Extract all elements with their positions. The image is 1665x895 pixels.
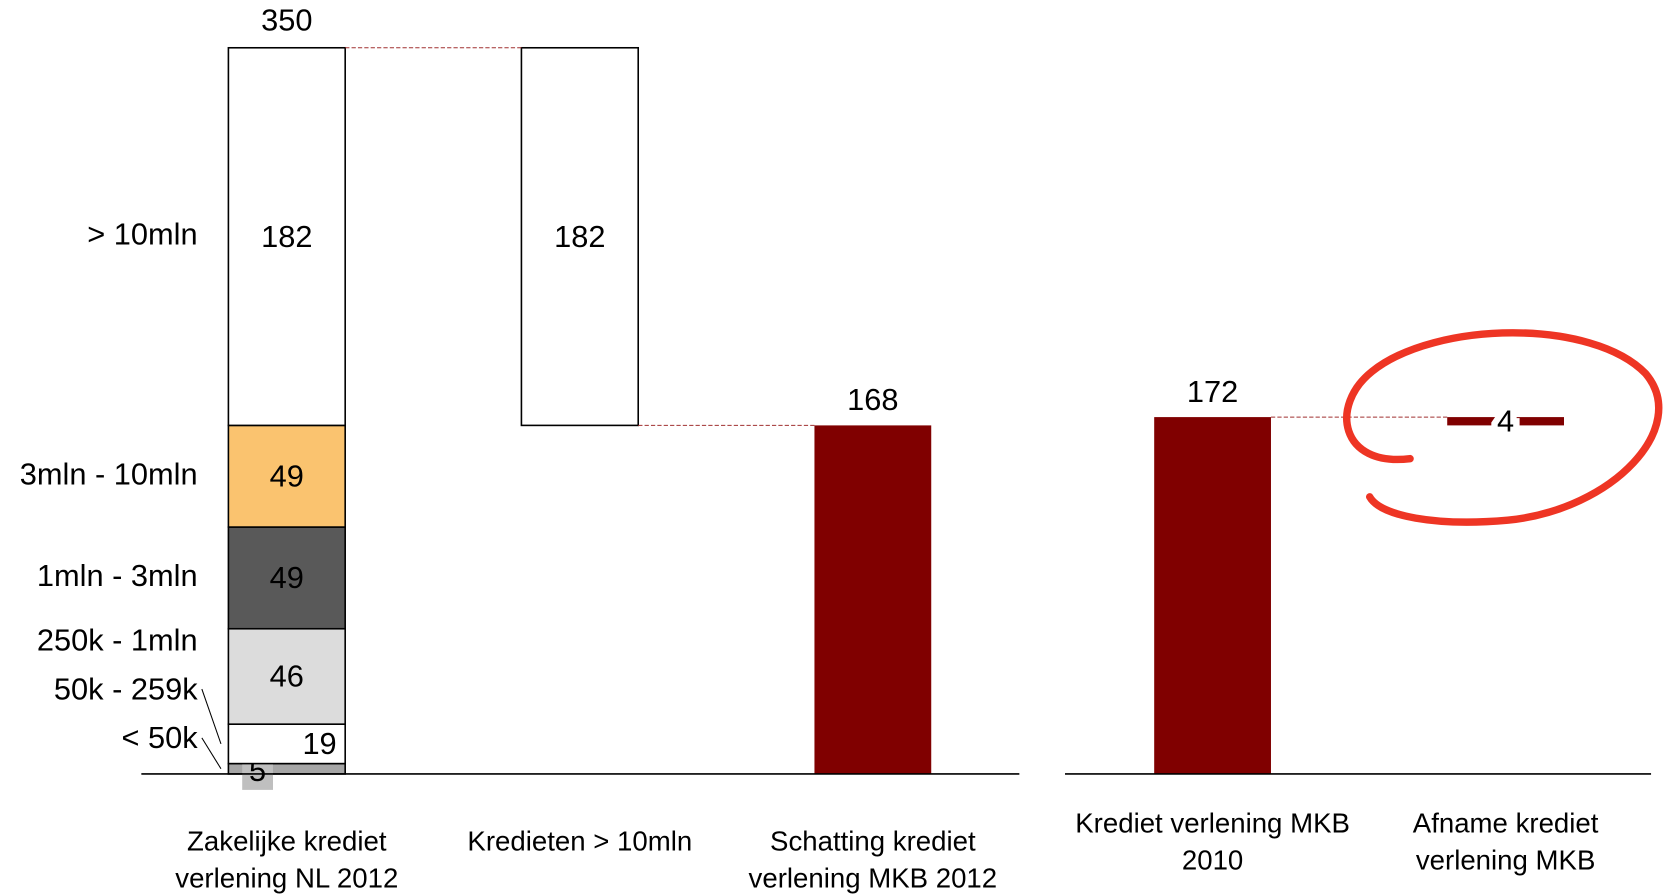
data-label: 172 — [1187, 374, 1238, 409]
segment-label: 3mln - 10mln — [20, 456, 198, 491]
highlight-circle — [1343, 329, 1663, 526]
bar — [814, 425, 932, 774]
segment-label: 50k - 259k — [54, 671, 198, 706]
data-label: 4 — [1497, 403, 1514, 438]
data-label: 19 — [302, 726, 336, 761]
category-label-box: Zakelijke krediet verlening NL 2012 — [175, 824, 399, 894]
x-tick-label: Kredieten > 10mln — [467, 824, 693, 857]
data-label: 49 — [270, 560, 304, 595]
segment-label: < 50k — [121, 720, 198, 755]
category-label-box: Schatting krediet verlening MKB 2012 — [748, 824, 998, 894]
leader-line — [201, 688, 222, 745]
x-tick-label: Zakelijke krediet verlening NL 2012 — [175, 824, 399, 894]
category-label-box: Krediet verlening MKB 2010 — [1075, 806, 1350, 876]
total-label: 350 — [261, 2, 312, 37]
segment-label: 1mln - 3mln — [37, 558, 198, 593]
bar — [520, 46, 640, 427]
data-label: 182 — [554, 219, 605, 254]
data-label: 182 — [261, 219, 312, 254]
leader-line — [201, 737, 222, 770]
x-tick-label: Krediet verlening MKB 2010 — [1075, 806, 1350, 876]
data-label: 168 — [847, 382, 898, 417]
data-label: 49 — [270, 458, 304, 493]
x-tick-label: Schatting krediet verlening MKB 2012 — [748, 824, 998, 894]
bar-segment — [227, 526, 346, 630]
data-label: 46 — [270, 659, 304, 694]
segment-label: > 10mln — [87, 217, 197, 252]
bar-segment — [227, 46, 346, 427]
bar-segment — [227, 627, 346, 725]
bar — [1447, 417, 1565, 426]
segment-label: 250k - 1mln — [37, 622, 198, 657]
category-label-box: Afname krediet verlening MKB — [1412, 806, 1599, 876]
bar — [1154, 417, 1271, 774]
x-tick-label: Afname krediet verlening MKB — [1412, 806, 1599, 876]
category-label-box: Kredieten > 10mln — [467, 824, 693, 857]
bar-segment — [227, 424, 346, 528]
